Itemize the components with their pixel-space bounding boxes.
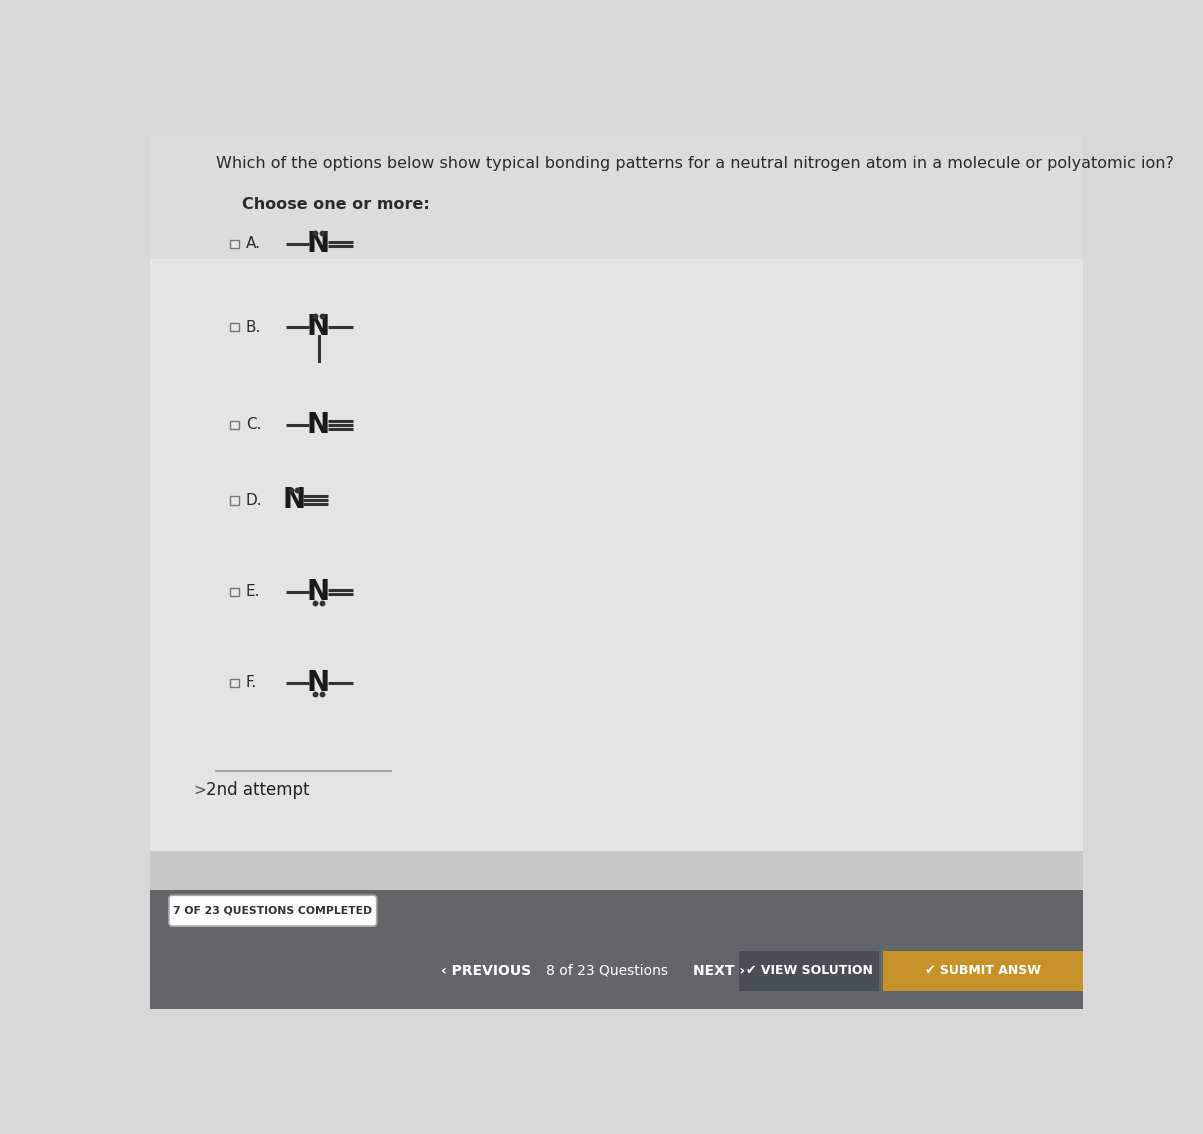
FancyBboxPatch shape	[150, 259, 1083, 890]
Text: 8 of 23 Questions: 8 of 23 Questions	[546, 964, 668, 978]
FancyBboxPatch shape	[740, 950, 879, 991]
Bar	[230, 678, 238, 687]
Text: D.: D.	[245, 493, 262, 508]
Text: A.: A.	[245, 236, 261, 252]
Text: N: N	[307, 411, 330, 439]
Text: Choose one or more:: Choose one or more:	[242, 197, 429, 212]
Text: N: N	[307, 230, 330, 257]
Text: N: N	[283, 486, 306, 515]
Text: N: N	[307, 669, 330, 696]
FancyBboxPatch shape	[150, 852, 1083, 890]
Text: N: N	[307, 578, 330, 606]
Text: NEXT ›: NEXT ›	[693, 964, 745, 978]
Text: Which of the options below show typical bonding patterns for a neutral nitrogen : Which of the options below show typical …	[217, 156, 1174, 171]
Text: N: N	[307, 313, 330, 341]
Text: E.: E.	[245, 584, 260, 600]
FancyBboxPatch shape	[168, 896, 377, 926]
Bar	[230, 587, 238, 596]
Bar	[230, 323, 238, 331]
FancyBboxPatch shape	[883, 950, 1083, 991]
Text: ✔ SUBMIT ANSW: ✔ SUBMIT ANSW	[925, 964, 1041, 978]
Bar	[230, 239, 238, 248]
Text: >: >	[192, 782, 206, 797]
FancyBboxPatch shape	[150, 136, 1083, 259]
Text: ‹ PREVIOUS: ‹ PREVIOUS	[442, 964, 532, 978]
Bar	[230, 496, 238, 505]
Text: C.: C.	[245, 417, 261, 432]
Bar	[230, 421, 238, 429]
Text: 7 OF 23 QUESTIONS COMPLETED: 7 OF 23 QUESTIONS COMPLETED	[173, 906, 373, 915]
Text: 2nd attempt: 2nd attempt	[206, 781, 309, 798]
Text: F.: F.	[245, 675, 256, 691]
FancyBboxPatch shape	[150, 890, 1083, 1009]
Text: ✔ VIEW SOLUTION: ✔ VIEW SOLUTION	[746, 964, 872, 978]
Text: B.: B.	[245, 320, 261, 335]
